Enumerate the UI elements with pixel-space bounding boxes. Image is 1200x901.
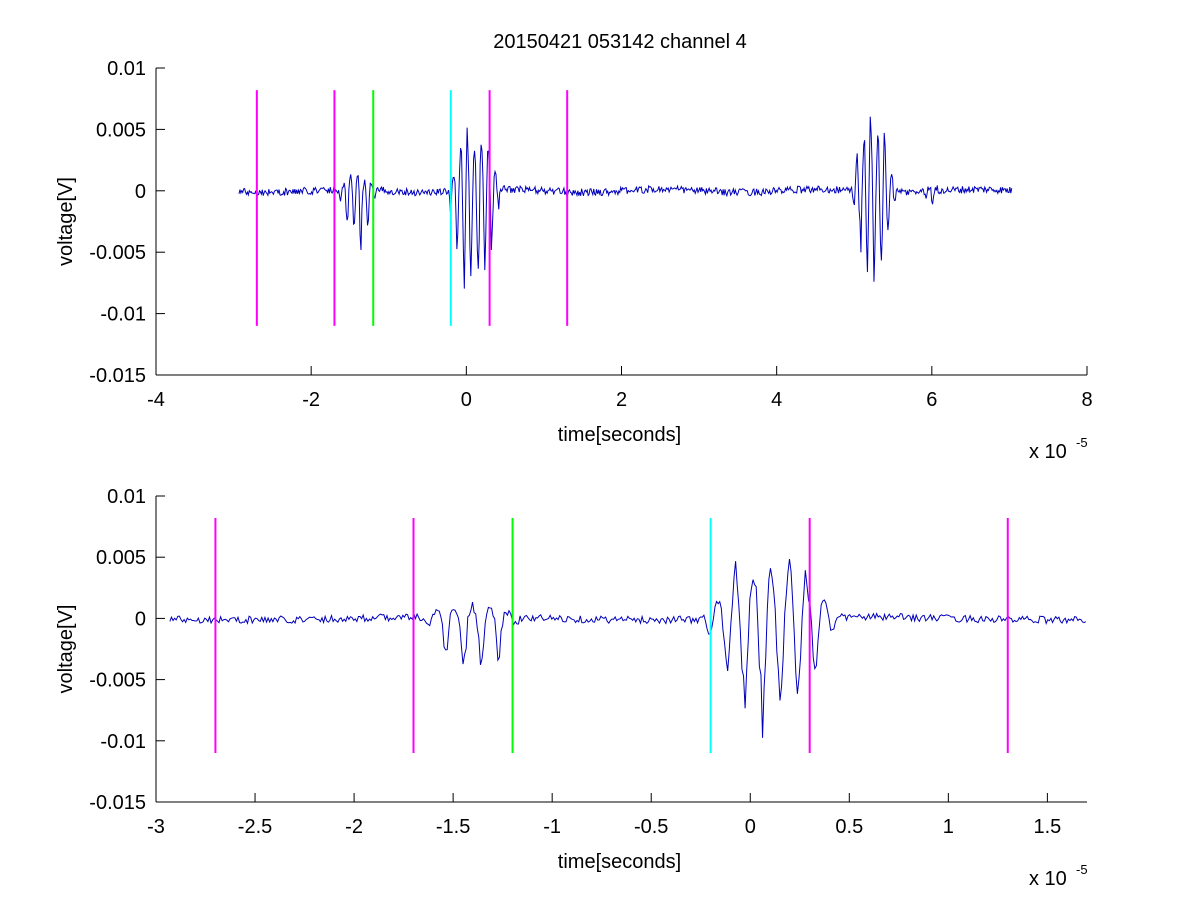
y-tick-label: 0.01 <box>107 58 146 80</box>
x-axis-label: time[seconds] <box>558 424 681 446</box>
y-tick-label: -0.01 <box>100 731 146 753</box>
x-exponent-label: x 10 <box>1029 441 1067 463</box>
y-axis-label: voltage[V] <box>55 177 77 266</box>
x-tick-label: -1.5 <box>436 816 470 838</box>
figure-title: 20150421 053142 channel 4 <box>493 31 747 53</box>
x-tick-label: 1.5 <box>1033 816 1061 838</box>
y-tick-label: -0.01 <box>100 304 146 326</box>
y-tick-label: 0 <box>135 181 146 203</box>
x-tick-label: -1 <box>543 816 561 838</box>
x-exponent-label: x 10 <box>1029 868 1067 890</box>
x-tick-label: 0 <box>745 816 756 838</box>
x-tick-label: 0 <box>461 389 472 411</box>
x-tick-label: 4 <box>771 389 782 411</box>
x-tick-label: -2.5 <box>238 816 272 838</box>
x-exponent-power: -5 <box>1076 435 1088 450</box>
y-tick-label: -0.015 <box>89 792 146 814</box>
y-tick-label: -0.005 <box>89 242 146 264</box>
y-tick-label: -0.005 <box>89 670 146 692</box>
x-tick-label: -3 <box>147 816 165 838</box>
x-tick-label: 6 <box>926 389 937 411</box>
voltage-trace <box>238 116 1013 289</box>
y-tick-label: -0.015 <box>89 365 146 387</box>
voltage-trace <box>169 559 1087 738</box>
y-axis-label: voltage[V] <box>55 605 77 694</box>
y-tick-label: 0.005 <box>96 119 146 141</box>
x-tick-label: 1 <box>943 816 954 838</box>
x-tick-label: -2 <box>302 389 320 411</box>
x-axis-label: time[seconds] <box>558 851 681 873</box>
y-tick-label: 0.01 <box>107 486 146 508</box>
x-tick-label: -0.5 <box>634 816 668 838</box>
top-plot: 0.01 0.005 0 -0.005 -0.01 -0.015-4 -2 0 2 4 6 8 time… <box>55 58 1093 463</box>
bottom-plot: 0.01 0.005 0 -0.005 -0.01 -0.015-3 -2.5 -2 -1.5 -… <box>55 486 1088 890</box>
x-tick-label: -4 <box>147 389 165 411</box>
x-tick-label: 8 <box>1081 389 1092 411</box>
x-tick-label: 0.5 <box>835 816 863 838</box>
x-tick-label: -2 <box>345 816 363 838</box>
y-tick-label: 0 <box>135 608 146 630</box>
x-tick-label: 2 <box>616 389 627 411</box>
x-exponent-power: -5 <box>1076 862 1088 877</box>
y-tick-label: 0.005 <box>96 547 146 569</box>
